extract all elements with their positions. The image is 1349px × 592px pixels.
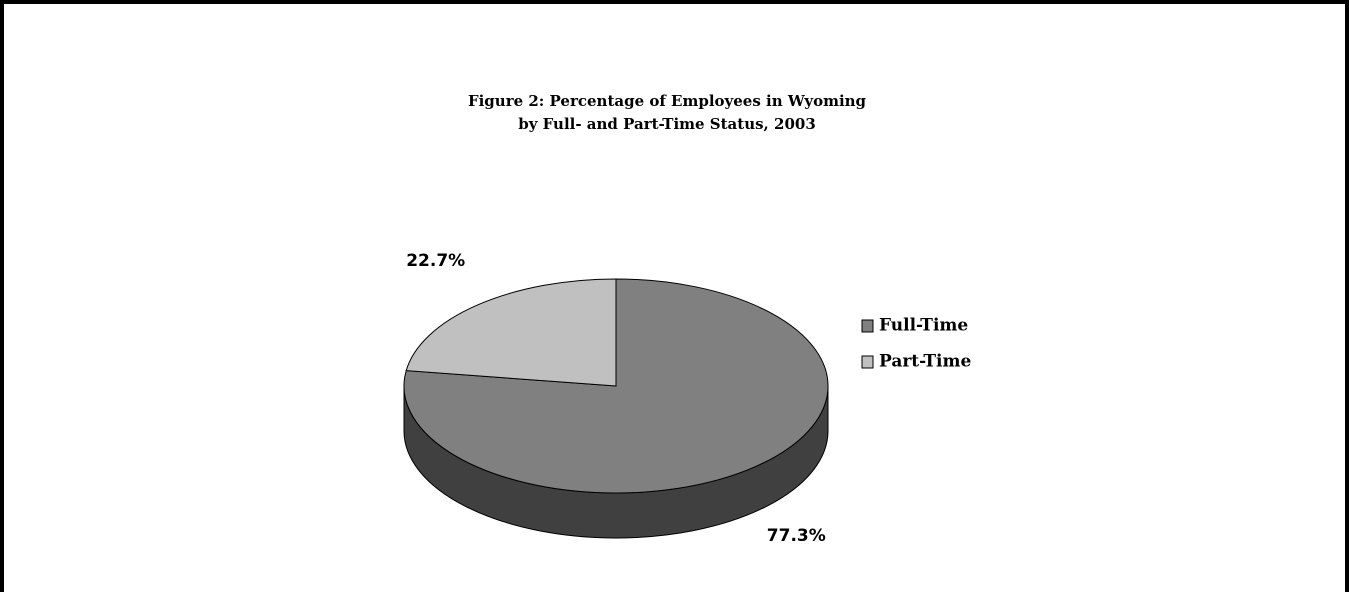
- legend-label: Part-Time: [879, 352, 971, 372]
- pie-slice: [405, 278, 617, 387]
- data-label: 77.3%: [767, 526, 826, 546]
- chart-title: Figure 2: Percentage of Employees in Wyo…: [468, 92, 867, 110]
- legend-swatch: [861, 319, 874, 333]
- data-label: 22.7%: [406, 251, 465, 271]
- chart-title: by Full- and Part-Time Status, 2003: [518, 115, 816, 133]
- legend-label: Full-Time: [879, 316, 968, 336]
- legend-swatch: [861, 355, 874, 369]
